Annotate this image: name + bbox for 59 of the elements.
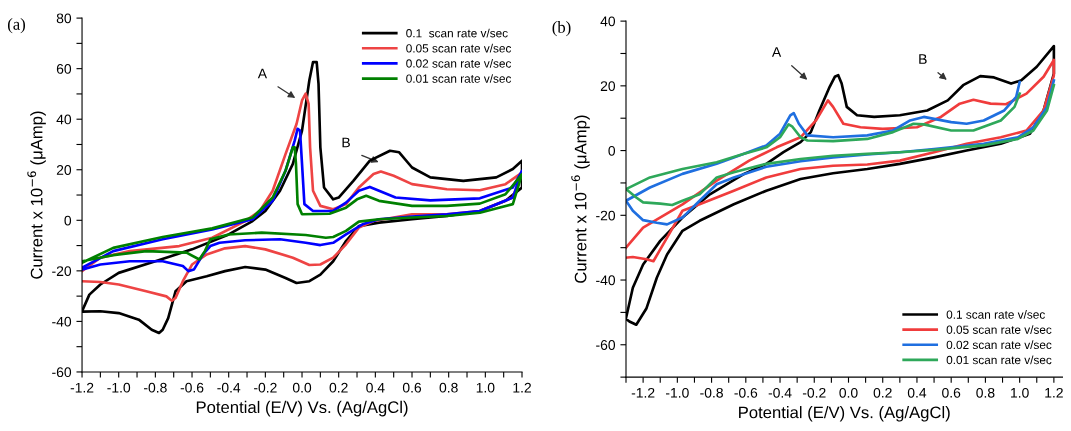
legend-label: 0.05 scan rate v/sec: [946, 325, 1052, 334]
legend-label: 0.02 scan rate v/sec: [946, 340, 1052, 350]
y-tick-label: 20: [600, 81, 616, 92]
legend-label: 0.01 scan rate v/sec: [946, 355, 1052, 365]
y-tick-label: -40: [52, 316, 72, 327]
y-axis-title: Current x 10$^{−6}$ (μAmp): [27, 111, 46, 279]
y-tick-label: -20: [52, 266, 72, 277]
x-tick-label: 0.2: [329, 382, 348, 393]
x-tick-label: -1.2: [631, 387, 655, 398]
annotation: A: [257, 68, 268, 79]
x-tick-label: -0.8: [700, 387, 723, 398]
x-tick-label: 0.4: [366, 382, 385, 393]
x-tick-label: 1.0: [476, 382, 495, 393]
legend-label: 0.01 scan rate v/sec: [406, 74, 512, 83]
x-tick-label: -1.0: [107, 382, 131, 393]
x-axis-title: Potential (E/V) Vs. (Ag/AgCl): [196, 400, 408, 417]
y-axis-title: Current x 10$^{−6}$ (μAmp): [571, 115, 590, 283]
x-tick-label: -0.6: [180, 382, 204, 393]
x-tick-label: -0.2: [254, 382, 277, 393]
x-axis-title: Potential (E/V) Vs. (Ag/AgCl): [739, 406, 950, 422]
y-tick-label: 60: [56, 63, 72, 74]
y-tick-label: 40: [600, 16, 616, 27]
line-series: [626, 83, 1056, 207]
legend-label: 0.1 scan rate v/sec: [406, 28, 508, 38]
annotation: B: [919, 54, 927, 64]
annotation: A: [771, 47, 782, 57]
y-tick-label: -60: [596, 340, 616, 350]
y-tick-label: -20: [596, 210, 616, 221]
legend-label: 0.02 scan rate v/sec: [406, 59, 512, 68]
y-tick-label: 0: [608, 145, 616, 156]
x-tick-label: -0.6: [734, 387, 758, 398]
x-tick-label: 1.2: [513, 382, 531, 393]
x-tick-label: -0.4: [217, 382, 241, 393]
x-tick-label: 0.4: [907, 387, 927, 398]
text: (a): [7, 18, 26, 34]
x-tick-label: 1.2: [1045, 387, 1063, 398]
x-tick-label: -0.2: [802, 387, 826, 398]
x-tick-label: 0.2: [873, 387, 892, 398]
y-tick-label: -40: [596, 275, 616, 286]
y-tick-label: 40: [56, 114, 72, 125]
legend-label: 0.05 scan rate v/sec: [406, 43, 512, 53]
x-tick-label: -1.0: [666, 387, 689, 398]
x-tick-label: 1.0: [1011, 387, 1029, 398]
x-tick-label: 0.0: [839, 387, 858, 398]
text: (b): [552, 21, 571, 37]
x-tick-label: 0.8: [439, 382, 458, 393]
y-tick-label: 0: [64, 215, 72, 226]
x-tick-label: 0.8: [976, 387, 995, 398]
x-tick-label: 0.6: [402, 382, 422, 393]
x-tick-label: -0.8: [144, 382, 167, 393]
x-tick-label: -1.2: [70, 382, 94, 393]
legend-label: 0.1 scan rate v/sec: [946, 310, 1045, 319]
y-tick-label: 20: [56, 165, 72, 175]
y-tick-label: 80: [56, 13, 72, 24]
annotation: B: [342, 137, 350, 148]
x-tick-label: 0.0: [292, 382, 312, 393]
x-tick-label: -0.4: [768, 387, 792, 398]
y-tick-label: -60: [52, 367, 72, 378]
x-tick-label: 0.6: [942, 387, 961, 398]
